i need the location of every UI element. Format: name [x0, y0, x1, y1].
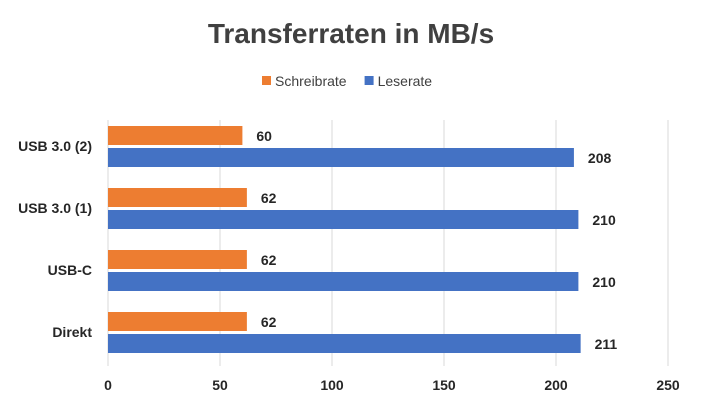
x-tick-label-0: 0 — [104, 377, 112, 393]
bar-1-1 — [108, 210, 579, 229]
bar-0-1 — [108, 188, 247, 207]
data-label-0-1: 62 — [261, 190, 277, 206]
category-label-2: USB-C — [48, 262, 92, 278]
data-label-1-3: 211 — [595, 336, 618, 352]
category-label-1: USB 3.0 (1) — [18, 200, 92, 216]
x-tick-label-5: 250 — [656, 377, 680, 393]
chart-title: Transferraten in MB/s — [208, 18, 494, 49]
legend-swatch-1 — [364, 76, 374, 85]
legend: Schreibrate Leserate — [262, 73, 432, 89]
bar-0-2 — [108, 250, 247, 269]
x-tick-label-4: 200 — [544, 377, 568, 393]
data-label-0-2: 62 — [261, 252, 277, 268]
bar-1-2 — [108, 272, 579, 291]
bar-0-3 — [108, 312, 247, 331]
x-tick-label-1: 50 — [212, 377, 228, 393]
data-labels: 60 208 62 210 62 210 62 211 — [256, 128, 617, 352]
data-label-1-2: 210 — [592, 274, 616, 290]
legend-label-1: Leserate — [378, 73, 433, 89]
legend-swatch-0 — [262, 76, 271, 85]
data-label-0-0: 60 — [256, 128, 272, 144]
x-tick-label-3: 150 — [432, 377, 456, 393]
category-label-3: Direkt — [52, 324, 92, 340]
data-label-1-1: 210 — [592, 212, 616, 228]
x-tick-label-2: 100 — [320, 377, 344, 393]
bars — [108, 126, 581, 353]
data-label-1-0: 208 — [588, 150, 612, 166]
category-labels: USB 3.0 (2) USB 3.0 (1) USB-C Direkt — [18, 138, 92, 340]
tick-labels: 0 50 100 150 200 250 — [104, 377, 680, 393]
bar-0-0 — [108, 126, 243, 145]
category-label-0: USB 3.0 (2) — [18, 138, 92, 154]
legend-label-0: Schreibrate — [275, 73, 347, 89]
bar-1-3 — [108, 334, 581, 353]
bar-1-0 — [108, 148, 574, 167]
data-label-0-3: 62 — [261, 314, 277, 330]
